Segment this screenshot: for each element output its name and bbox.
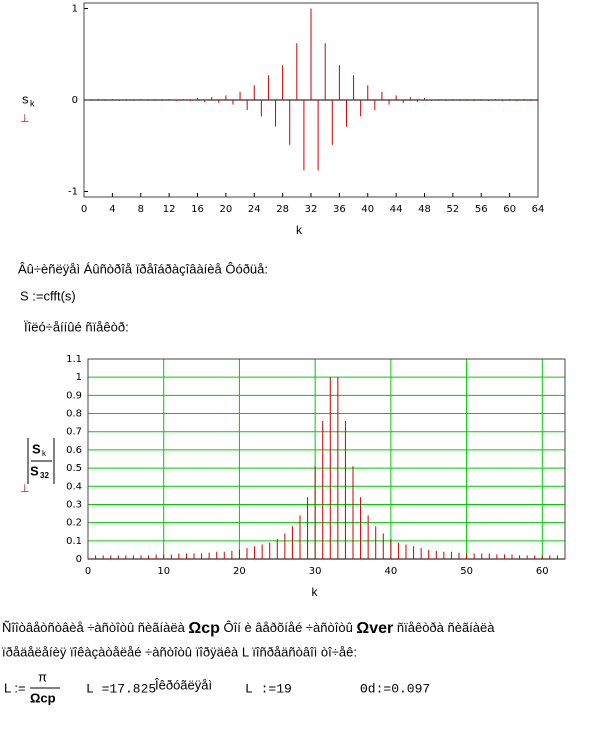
y-tick-label: 1 [76,372,82,383]
y-label: s [22,91,29,106]
y-tick-label: 0.9 [66,390,82,401]
y-label-num: S [32,441,41,456]
y-label-den: S [30,463,39,478]
y-tick-label: 0.7 [66,427,82,438]
paragraph: Ïîëó÷åííûé ñïåêòð: [24,319,129,334]
symbol: Ωcp [188,620,220,637]
formula: L =17.825 [86,681,156,696]
y-tick-label: 0.6 [66,445,82,456]
y-tick-label: 0.3 [66,499,82,510]
y-tick-label: 0 [72,95,78,106]
x-tick-label: 20 [233,566,246,577]
y-tick-label: 0.5 [66,463,82,474]
x-tick-label: 32 [305,204,318,215]
formula: L :=19 [245,681,292,696]
x-tick-label: 20 [220,204,233,215]
placeholder: ⊥ [20,113,30,125]
text-run: ñïåêòðà ñèãíàëà [393,620,495,635]
formula: Θd:=0.097 [360,681,430,696]
x-tick-label: 36 [333,204,346,215]
x-tick-label: 40 [384,566,397,577]
y-tick-label: 0 [76,554,82,565]
x-tick-label: 10 [157,566,170,577]
y-tick-label: 1 [72,3,78,14]
y-label-num-sub: k [42,449,47,458]
x-tick-label: 12 [163,204,176,215]
y-tick-label: 1.1 [66,354,82,365]
x-tick-label: 40 [361,204,374,215]
x-tick-label: 56 [475,204,488,215]
plot-frame [87,358,566,560]
paragraph: Ñîîòâåòñòâèå ÷àñòîòû ñèãíàëà Ωcp Ôîí è â… [2,620,495,637]
y-label-sub: k [30,98,35,108]
y-tick-label: -1 [68,187,78,198]
x-tick-label: 50 [460,566,473,577]
x-tick-label: 52 [447,204,460,215]
symbol: Ωver [356,620,393,637]
y-label-den-sub: 32 [40,471,49,480]
x-tick-label: 60 [536,566,549,577]
y-tick-label: 0.8 [66,409,82,420]
paragraph: Âû÷èñëÿåì Áûñòðîå ïðåîáðàçîâàíèå Ôóðüå: [18,261,268,276]
x-tick-label: 16 [191,204,204,215]
formula: S :=cfft(s) [20,288,76,303]
text-run: Ôîí è âåðõíåé ÷àñòîòû [220,620,357,635]
y-tick-label: 0.2 [66,518,82,529]
paragraph: ïðåäåëåíèÿ ïîêàçàòåëåé ÷àñòîòû ïîðÿäêà L… [2,644,357,659]
x-tick-label: 44 [390,204,403,215]
paragraph: Îêðóãëÿåì [154,677,212,692]
x-tick-label: 24 [248,204,261,215]
x-tick-label: 64 [532,204,545,215]
y-tick-label: 0.1 [66,536,82,547]
x-tick-label: 0 [81,204,87,215]
placeholder: ⊥ [20,483,30,495]
x-tick-label: 8 [138,204,144,215]
x-tick-label: 60 [503,204,516,215]
x-tick-label: 48 [418,204,431,215]
y-tick-label: 0.4 [66,481,82,492]
x-tick-label: 30 [309,566,322,577]
formula: L := [4,680,26,695]
x-tick-label: 0 [85,566,91,577]
text-run: Ñîîòâåòñòâèå ÷àñòîòû ñèãíàëà [2,620,188,635]
x-tick-label: 4 [109,204,115,215]
formula-den: Ωcp [30,690,56,705]
formula-num: π [38,669,47,684]
x-axis-label: k [312,585,319,599]
x-tick-label: 28 [276,204,289,215]
x-axis-label: k [296,223,303,237]
